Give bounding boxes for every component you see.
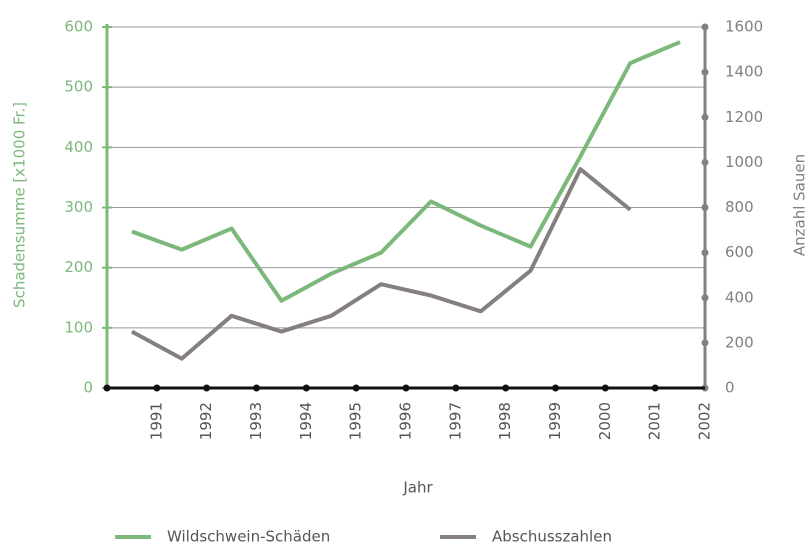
x-tick [452, 384, 460, 392]
y-tick-label: 600 [64, 18, 93, 36]
y-tick-label: 0 [83, 379, 93, 397]
x-tick-label: 1996 [397, 402, 415, 440]
x-tick [502, 384, 510, 392]
x-tick [253, 384, 260, 392]
y-tick-label: 500 [64, 78, 93, 96]
legend-label: Wildschwein-Schäden [167, 528, 330, 546]
y2-tick-label: 800 [725, 198, 754, 216]
y2-tick-label: 600 [725, 243, 754, 261]
x-tick [302, 384, 310, 392]
x-tick-label: 1999 [546, 402, 564, 440]
y2-tick-label: 400 [725, 288, 754, 306]
y-axis-label: Schadensumme [x1000 Fr.] [11, 102, 29, 308]
x-tick-label: 1994 [297, 402, 315, 440]
x-tick-label: 1995 [347, 402, 365, 440]
y-tick-label: 400 [64, 138, 93, 156]
x-tick-label: 2000 [596, 402, 614, 440]
y-tick-label: 100 [64, 318, 93, 336]
x-tick [203, 384, 211, 392]
y-tick-label: 300 [64, 198, 93, 216]
x-tick-label: 1998 [496, 402, 514, 440]
x-tick-label: 2001 [646, 402, 664, 440]
x-tick [402, 384, 410, 392]
x-tick-label: 1993 [247, 402, 265, 440]
series-line [130, 167, 632, 361]
y-tick-label: 200 [64, 258, 93, 276]
y2-axis-label: Anzahl Sauen [791, 154, 809, 256]
x-axis-label: Jahr [402, 479, 433, 497]
x-tick-label: 1991 [147, 402, 165, 440]
y2-tick-label: 1200 [725, 108, 763, 126]
x-tick-label: 1992 [197, 402, 215, 440]
x-tick [552, 384, 559, 392]
x-tick [651, 384, 659, 392]
x-tick [601, 384, 609, 392]
y2-tick-label: 1000 [725, 153, 763, 171]
y2-tick-label: 200 [725, 333, 754, 351]
x-tick-label: 1997 [446, 402, 464, 440]
y2-tick-label: 1400 [725, 63, 763, 81]
y2-tick-label: 0 [725, 379, 735, 397]
series-line [131, 40, 681, 303]
x-tick [153, 384, 161, 392]
x-tick [352, 384, 360, 392]
x-tick [103, 384, 111, 392]
legend-label: Abschusszahlen [492, 528, 612, 546]
y2-tick-label: 1600 [725, 18, 763, 36]
x-tick-label: 2002 [696, 402, 714, 440]
